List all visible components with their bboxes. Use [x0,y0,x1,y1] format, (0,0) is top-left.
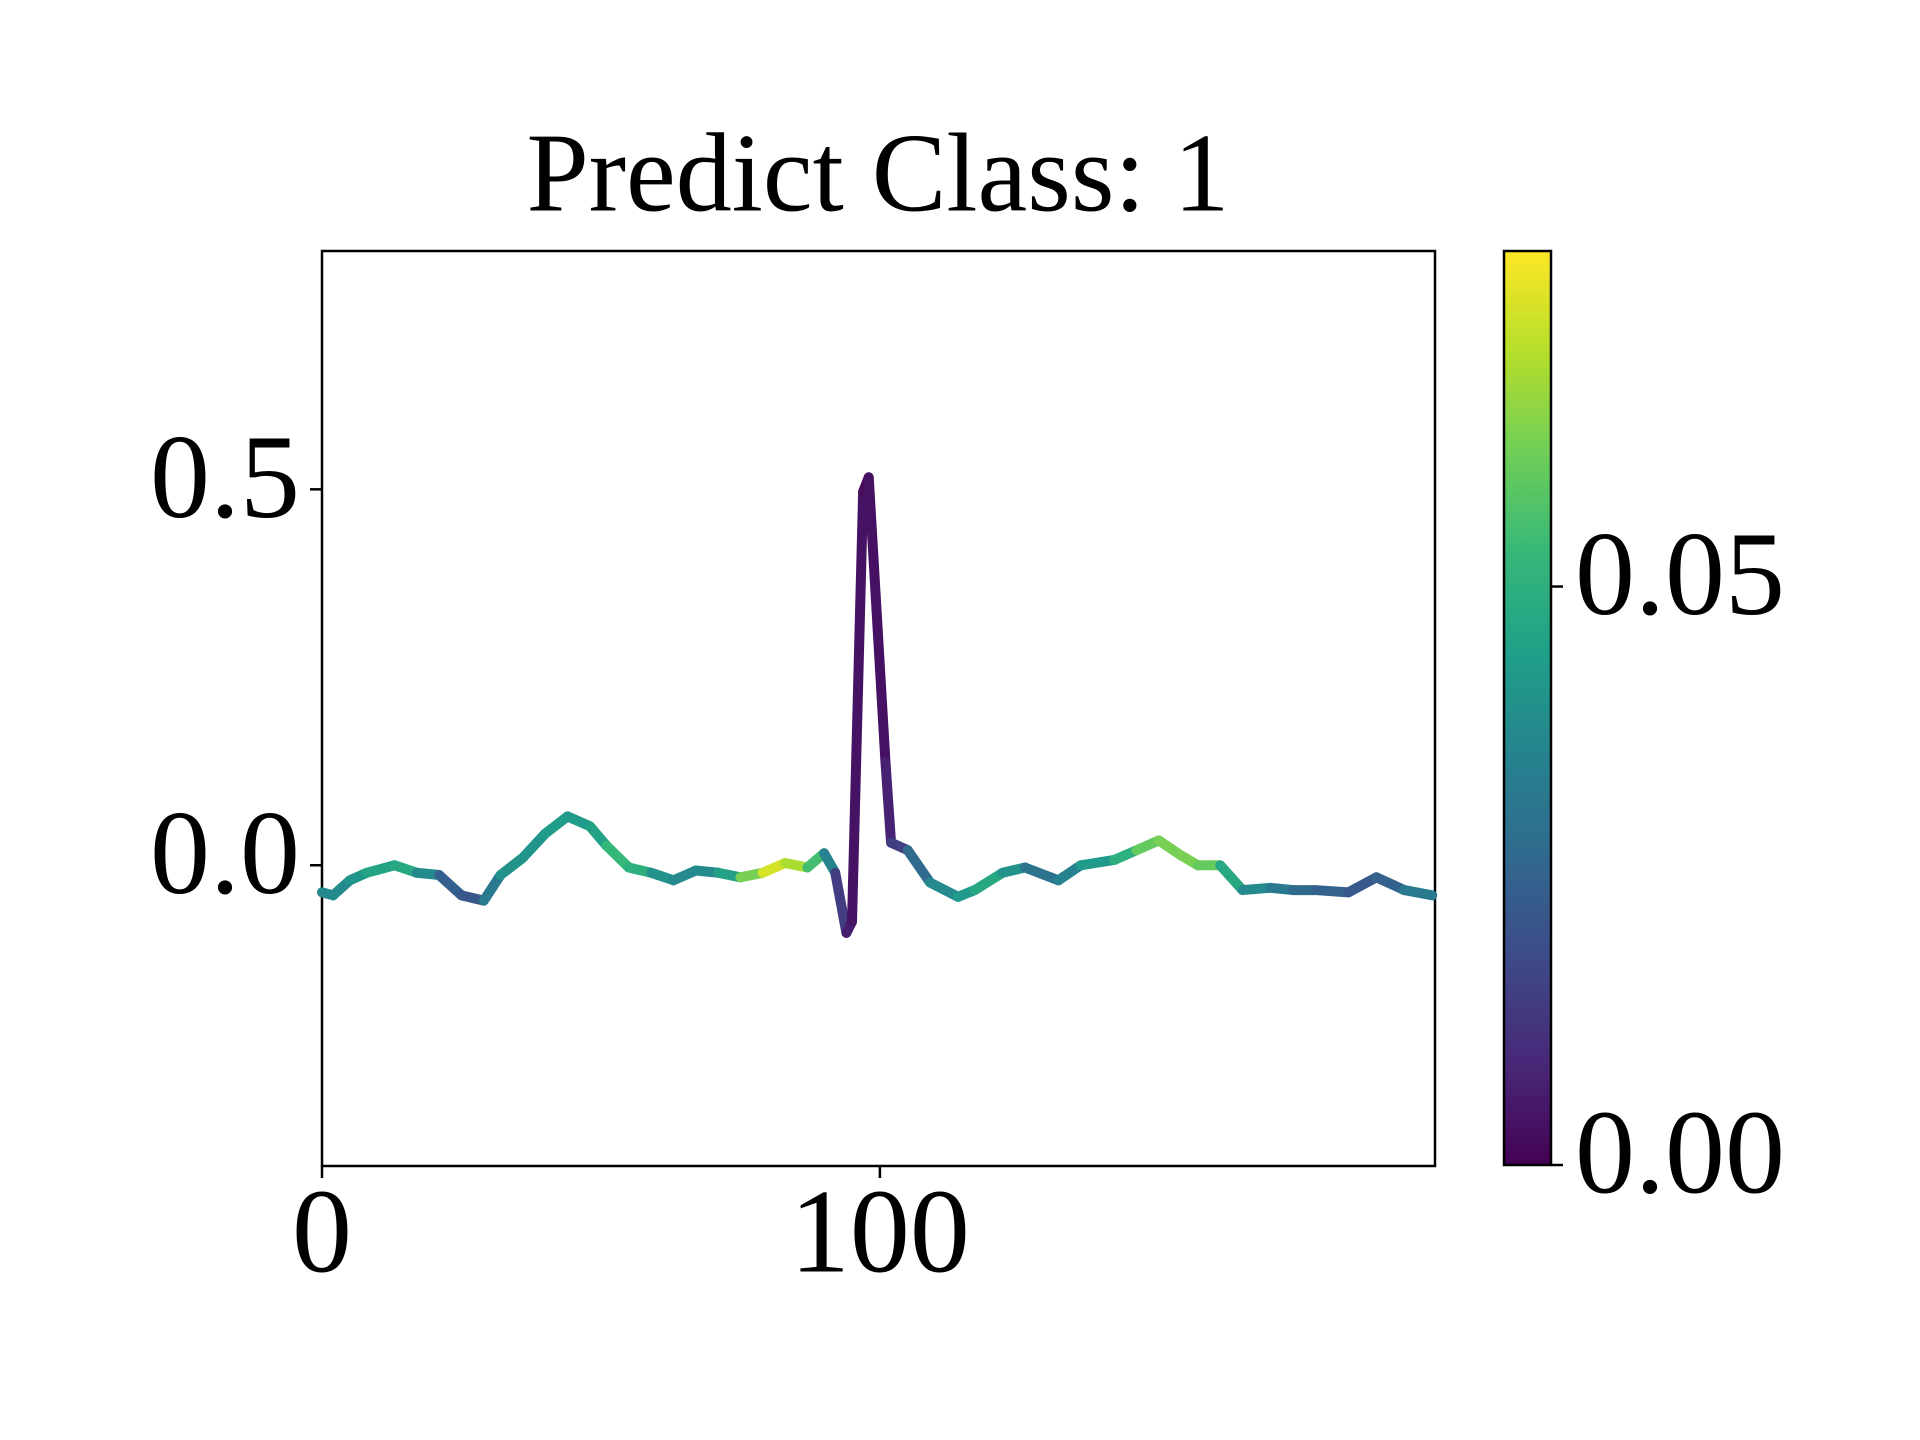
x-tick-label: 0 [292,1165,352,1298]
line-segment [863,472,891,768]
line-segment [902,845,936,888]
line-segment [925,877,963,902]
line-segment [434,870,467,901]
line-segment [601,840,634,873]
line-segment [1215,860,1248,896]
line-segment [1075,854,1120,871]
line-segment [517,828,551,863]
line-segment [830,867,852,938]
chart-title: Predict Class: 1 [526,112,1229,236]
colorbar-tick-label: 0.05 [1575,507,1785,640]
colorbar [1502,249,1553,1167]
line-segment [478,870,506,906]
line-segment [1371,872,1410,896]
line-segment [880,757,897,848]
y-tick-label: 0.0 [150,786,300,919]
line-segment [847,486,869,927]
line-segment [1399,885,1438,901]
y-tick-label: 0.5 [150,410,300,543]
line-segment [1343,872,1382,898]
colorbar-tick-label: 0.00 [1575,1086,1785,1219]
line-segment [1019,862,1064,886]
line-segment [969,867,1008,896]
line-segment [1310,885,1354,898]
x-tick-label: 100 [790,1165,970,1298]
plot-frame [320,249,1437,1168]
